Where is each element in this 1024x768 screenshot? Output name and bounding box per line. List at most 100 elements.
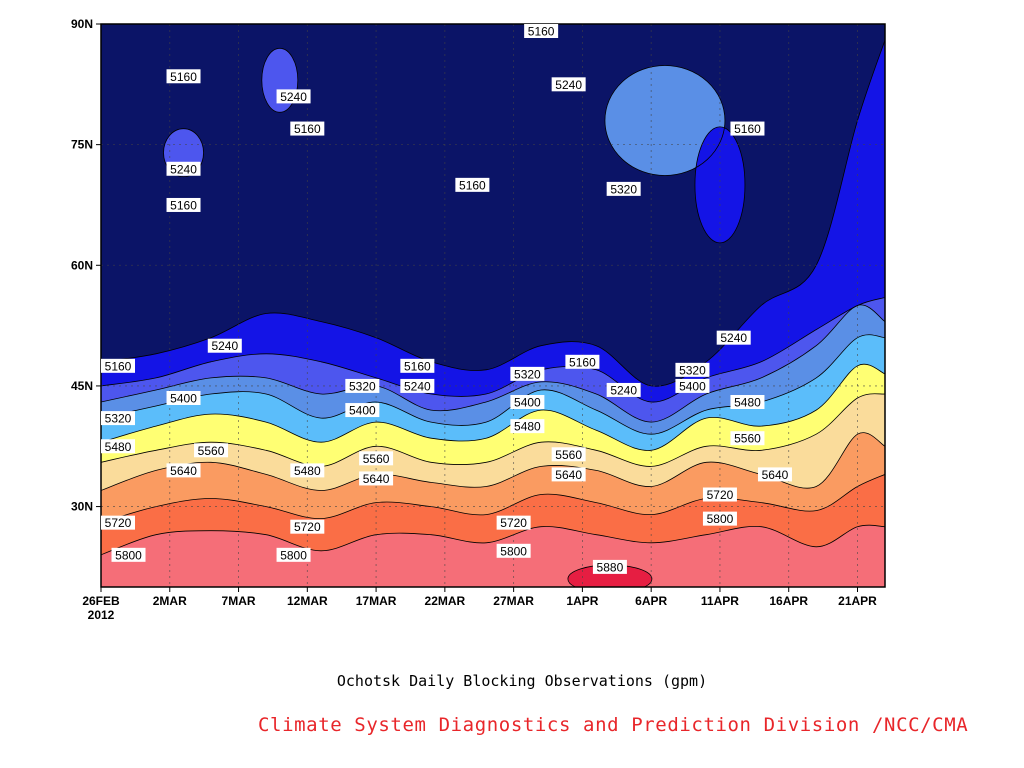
contour-label-box: [675, 362, 710, 377]
contour-label-box: [290, 121, 325, 136]
contour-label-box: [675, 378, 710, 393]
plot-frame: [100, 23, 886, 588]
contour-label-box: [716, 330, 751, 345]
contour-label: 5560: [363, 452, 390, 466]
contour-label-box: [496, 543, 531, 558]
contour-fills: [101, 24, 885, 587]
contour-label-box: [166, 390, 201, 405]
contour-label: 5240: [610, 383, 637, 397]
x-tick-label: 7MAR: [222, 594, 256, 608]
contour-label: 5800: [280, 548, 307, 562]
contour-label-box: [101, 515, 135, 530]
contour-label-box: [111, 547, 146, 562]
contour-label: 5800: [115, 548, 142, 562]
contour-label-box: [702, 511, 737, 526]
x-tick-label: 22MAR: [425, 594, 466, 608]
contour-label-box: [166, 197, 201, 212]
contour-label: 5640: [762, 468, 789, 482]
contour-label-box: [207, 338, 242, 353]
x-tick-year: 2012: [88, 608, 115, 622]
region-outline-5320: [604, 65, 726, 176]
contour-label-box: [730, 395, 765, 410]
x-tick-label: 6APR: [635, 594, 667, 608]
region-5160: [694, 126, 745, 243]
contour-label: 5400: [349, 404, 376, 418]
contour-label: 5480: [514, 420, 541, 434]
contour-label: 5480: [105, 440, 132, 454]
contour-label-box: [702, 487, 737, 502]
contour-label: 5560: [555, 448, 582, 462]
contour-label: 5400: [170, 391, 197, 405]
contour-label: 5320: [610, 182, 637, 196]
contour-label: 5720: [294, 520, 321, 534]
contour-label: 5240: [211, 339, 238, 353]
contour-label-box: [359, 451, 394, 466]
contour-label: 5400: [514, 396, 541, 410]
contour-label-box: [166, 69, 201, 84]
contour-label: 5480: [294, 464, 321, 478]
contour-label: 5160: [528, 25, 555, 39]
contour-label: 5560: [198, 444, 225, 458]
chart-title: Ochotsk Daily Blocking Observations (gpm…: [336, 672, 708, 690]
contour-label: 5240: [170, 162, 197, 176]
contour-label-box: [166, 161, 201, 176]
contour-label: 5320: [679, 363, 706, 377]
contour-label: 5160: [294, 122, 321, 136]
contour-label-box: [551, 77, 586, 92]
region-5880: [567, 564, 652, 587]
contour-line-5320: [101, 304, 885, 423]
contour-label-box: [400, 358, 435, 373]
contour-label-box: [551, 467, 586, 482]
x-tick-label: 2MAR: [153, 594, 187, 608]
contour-label-box: [510, 366, 545, 381]
contour-labels: 5160 5320 5480 5720 5800 5160 5240 5160 5240 5400…: [101, 24, 792, 574]
contour-label: 5320: [514, 367, 541, 381]
contour-label: 5160: [170, 198, 197, 212]
contour-label-box: [455, 177, 490, 192]
contour-label: 5800: [707, 512, 734, 526]
contour-label: 5160: [569, 355, 596, 369]
contour-label-box: [276, 547, 311, 562]
contour-label: 5720: [500, 516, 527, 530]
contour-label-box: [290, 463, 325, 478]
contour-label-box: [730, 121, 765, 136]
x-tick-label: 21APR: [838, 594, 877, 608]
contour-label: 5240: [720, 331, 747, 345]
contour-label-box: [565, 354, 600, 369]
contour-label: 5880: [597, 560, 624, 574]
contour-label: 5640: [363, 472, 390, 486]
contour-label-box: [194, 443, 229, 458]
band-above-5800: [101, 525, 885, 587]
contour-label: 5240: [404, 379, 431, 393]
contour-label: 5720: [707, 488, 734, 502]
contour-label: 5400: [679, 379, 706, 393]
contour-label-box: [730, 431, 765, 446]
x-tick-label: 27MAR: [493, 594, 534, 608]
contour-line-5640: [101, 432, 885, 491]
contour-label-box: [606, 181, 641, 196]
contour-label-box: [359, 471, 394, 486]
contour-label-box: [496, 515, 531, 530]
contour-label: 5160: [170, 70, 197, 84]
contour-label: 5240: [555, 78, 582, 92]
credit-line: Climate System Diagnostics and Predictio…: [258, 714, 969, 736]
region-5320: [604, 65, 725, 176]
contour-label: 5160: [459, 178, 486, 192]
y-tick-label: 90N: [71, 17, 93, 31]
region-outline-5240: [163, 128, 204, 178]
contour-label-box: [101, 358, 135, 373]
contour-label: 5320: [105, 412, 132, 426]
y-tick-label: 30N: [71, 500, 93, 514]
contour-label-box: [166, 463, 201, 478]
contour-label-box: [101, 439, 135, 454]
contour-label-box: [510, 395, 545, 410]
contour-label-box: [345, 378, 380, 393]
contour-label: 5720: [105, 516, 132, 530]
x-tick-label: 17MAR: [356, 594, 397, 608]
contour-label-box: [592, 559, 627, 574]
x-tick-label: 11APR: [701, 594, 739, 608]
contour-label: 5160: [404, 359, 431, 373]
contour-label-box: [290, 519, 325, 534]
contour-label: 5240: [280, 90, 307, 104]
